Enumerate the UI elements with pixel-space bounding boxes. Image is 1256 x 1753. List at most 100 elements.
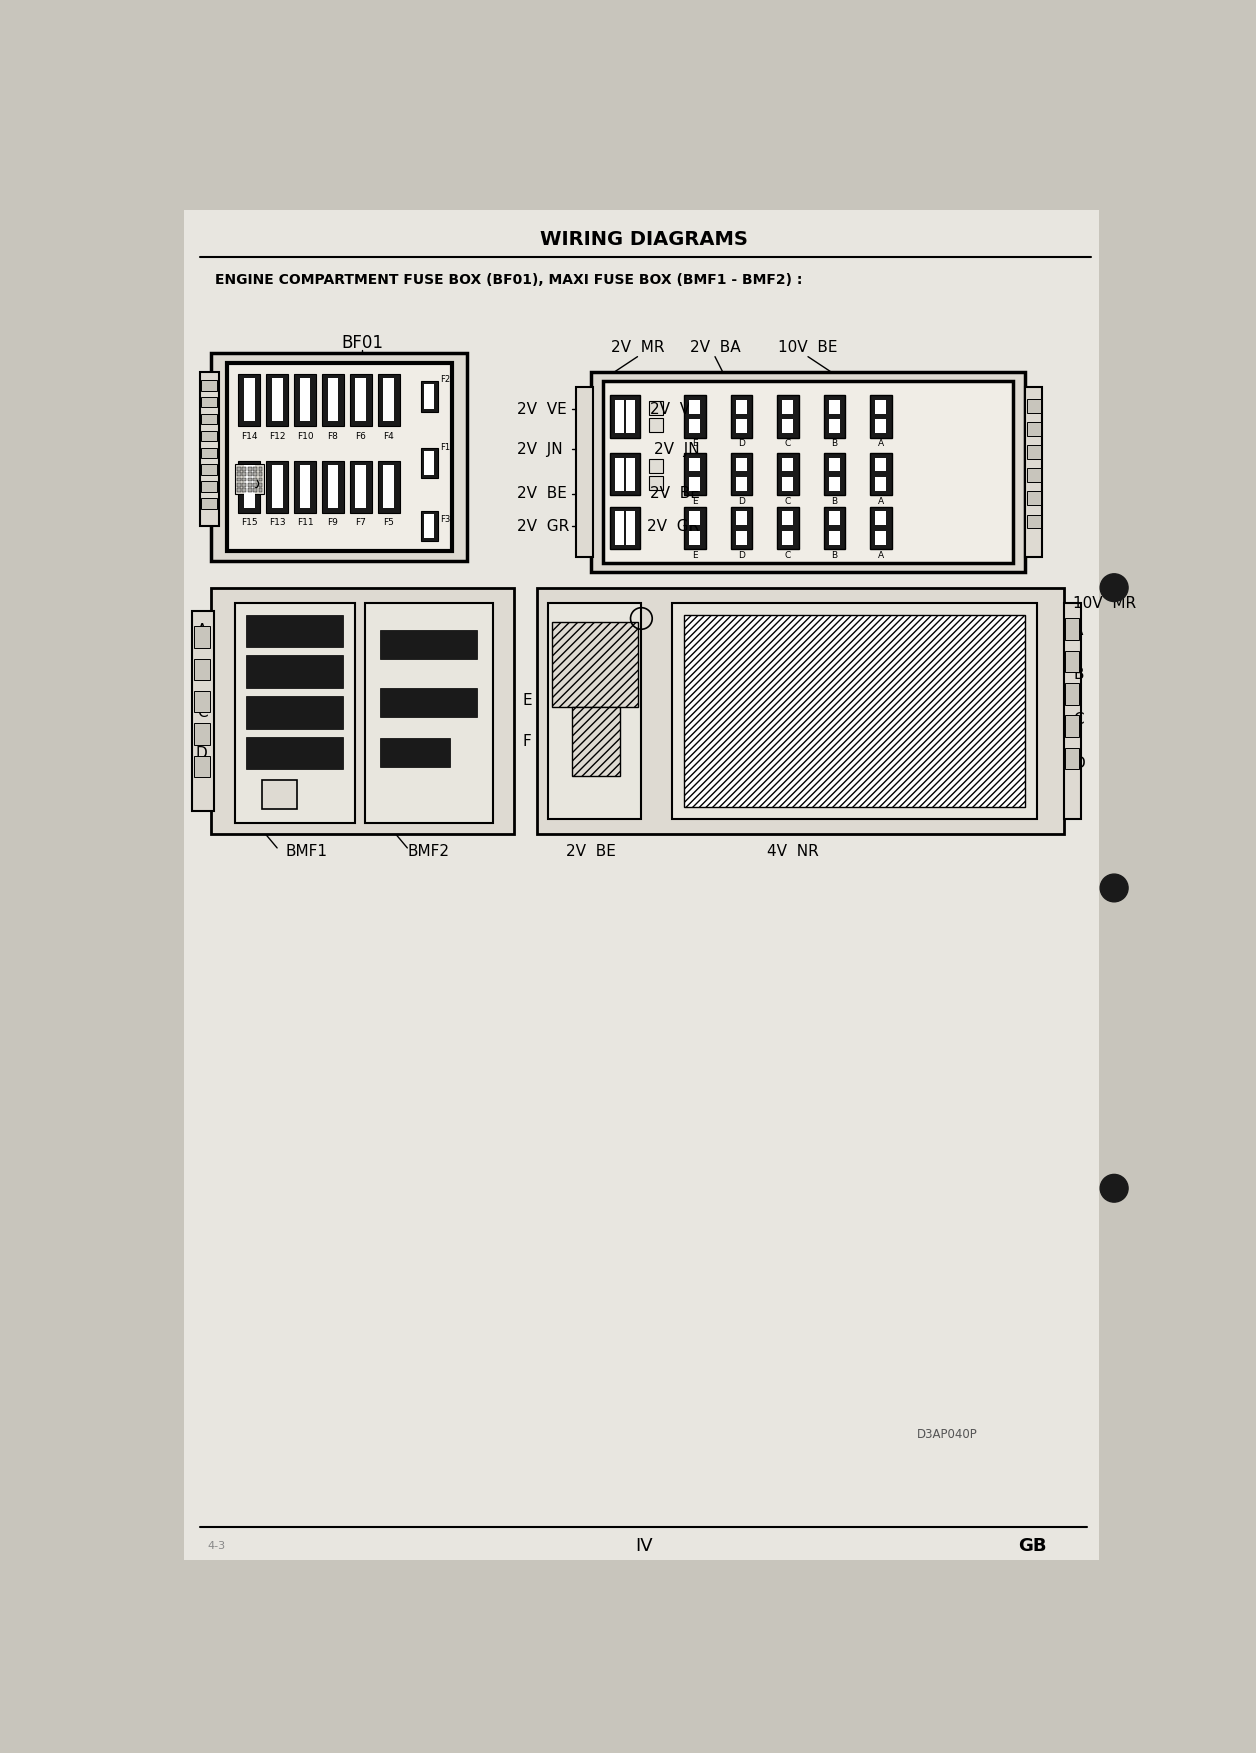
Text: A: A <box>878 496 884 507</box>
Bar <box>201 447 217 458</box>
Bar <box>690 477 701 491</box>
Text: A: A <box>197 624 207 638</box>
Text: F12: F12 <box>269 433 285 442</box>
Text: C: C <box>197 705 207 720</box>
Bar <box>649 459 663 473</box>
Bar <box>201 414 217 424</box>
Text: D: D <box>739 440 745 449</box>
Text: 2V  BE: 2V BE <box>517 486 568 501</box>
Bar <box>355 379 367 421</box>
Circle shape <box>1100 573 1128 601</box>
Bar <box>571 706 619 777</box>
Text: C: C <box>785 496 791 507</box>
Bar <box>157 210 185 1560</box>
Bar <box>875 419 887 433</box>
Text: 2V  JN: 2V JN <box>517 442 563 456</box>
Bar <box>553 622 638 706</box>
Bar <box>875 400 887 414</box>
Bar <box>211 587 514 834</box>
Bar <box>237 489 241 493</box>
Bar <box>195 724 210 745</box>
Bar <box>610 507 639 549</box>
Bar <box>195 691 210 712</box>
Text: F14: F14 <box>241 433 257 442</box>
Bar <box>615 458 624 491</box>
Text: BMF1: BMF1 <box>285 843 327 859</box>
Text: 4-3: 4-3 <box>207 1541 226 1551</box>
Bar <box>777 507 799 549</box>
Text: GB: GB <box>1019 1537 1048 1555</box>
Bar <box>421 447 437 479</box>
Text: C: C <box>785 550 791 559</box>
Bar <box>200 372 219 526</box>
Bar <box>247 489 251 493</box>
Bar <box>690 400 701 414</box>
Bar <box>254 472 257 477</box>
Bar <box>322 373 344 426</box>
Text: BMF2: BMF2 <box>408 843 450 859</box>
Bar <box>736 458 747 472</box>
Bar <box>690 531 701 545</box>
Bar <box>1026 491 1040 505</box>
Text: F: F <box>522 735 531 749</box>
Text: 2V  MR: 2V MR <box>610 340 664 354</box>
Bar <box>235 603 354 822</box>
Text: F9: F9 <box>328 517 338 526</box>
Text: F10: F10 <box>296 433 313 442</box>
Text: E: E <box>692 550 697 559</box>
Text: BF01: BF01 <box>342 333 383 352</box>
Text: E: E <box>692 440 697 449</box>
Text: F3: F3 <box>440 515 450 524</box>
Bar <box>242 477 246 482</box>
Text: F4: F4 <box>383 433 394 442</box>
Bar <box>736 512 747 526</box>
Bar <box>829 419 840 433</box>
Bar <box>246 656 343 687</box>
Bar <box>824 452 845 496</box>
Bar <box>736 531 747 545</box>
Bar <box>782 477 794 491</box>
Circle shape <box>1100 1175 1128 1203</box>
Text: D3AP040P: D3AP040P <box>917 1429 977 1441</box>
Bar <box>246 736 343 770</box>
Bar <box>328 465 338 508</box>
Text: F7: F7 <box>355 517 367 526</box>
Text: 2V  VE: 2V VE <box>517 401 568 417</box>
Bar <box>259 482 263 487</box>
Text: C: C <box>1073 712 1084 727</box>
Bar <box>782 419 794 433</box>
Bar <box>201 498 217 508</box>
Bar <box>1026 422 1040 436</box>
Bar <box>1064 603 1081 819</box>
Bar <box>425 451 433 475</box>
Bar <box>259 466 263 470</box>
Bar <box>649 477 663 489</box>
Bar <box>244 379 255 421</box>
Bar <box>425 514 433 538</box>
Bar <box>259 472 263 477</box>
Bar <box>235 465 264 494</box>
Bar <box>782 400 794 414</box>
Text: D: D <box>739 496 745 507</box>
Bar <box>421 510 437 542</box>
Bar <box>239 373 260 426</box>
Text: F15: F15 <box>241 517 257 526</box>
Bar <box>736 400 747 414</box>
Bar <box>350 373 372 426</box>
Bar <box>824 507 845 549</box>
Bar <box>246 615 343 647</box>
Bar <box>247 472 251 477</box>
Bar <box>782 531 794 545</box>
Bar <box>1099 210 1130 1560</box>
Bar <box>736 477 747 491</box>
Bar <box>672 603 1036 819</box>
Text: 2V  VE: 2V VE <box>649 401 700 417</box>
Text: 2V  GR: 2V GR <box>517 519 570 533</box>
Bar <box>690 419 701 433</box>
Bar <box>875 512 887 526</box>
Bar <box>829 531 840 545</box>
Bar <box>192 610 214 812</box>
Bar <box>201 431 217 442</box>
Text: 2V  BE: 2V BE <box>566 843 615 859</box>
Bar <box>690 512 701 526</box>
